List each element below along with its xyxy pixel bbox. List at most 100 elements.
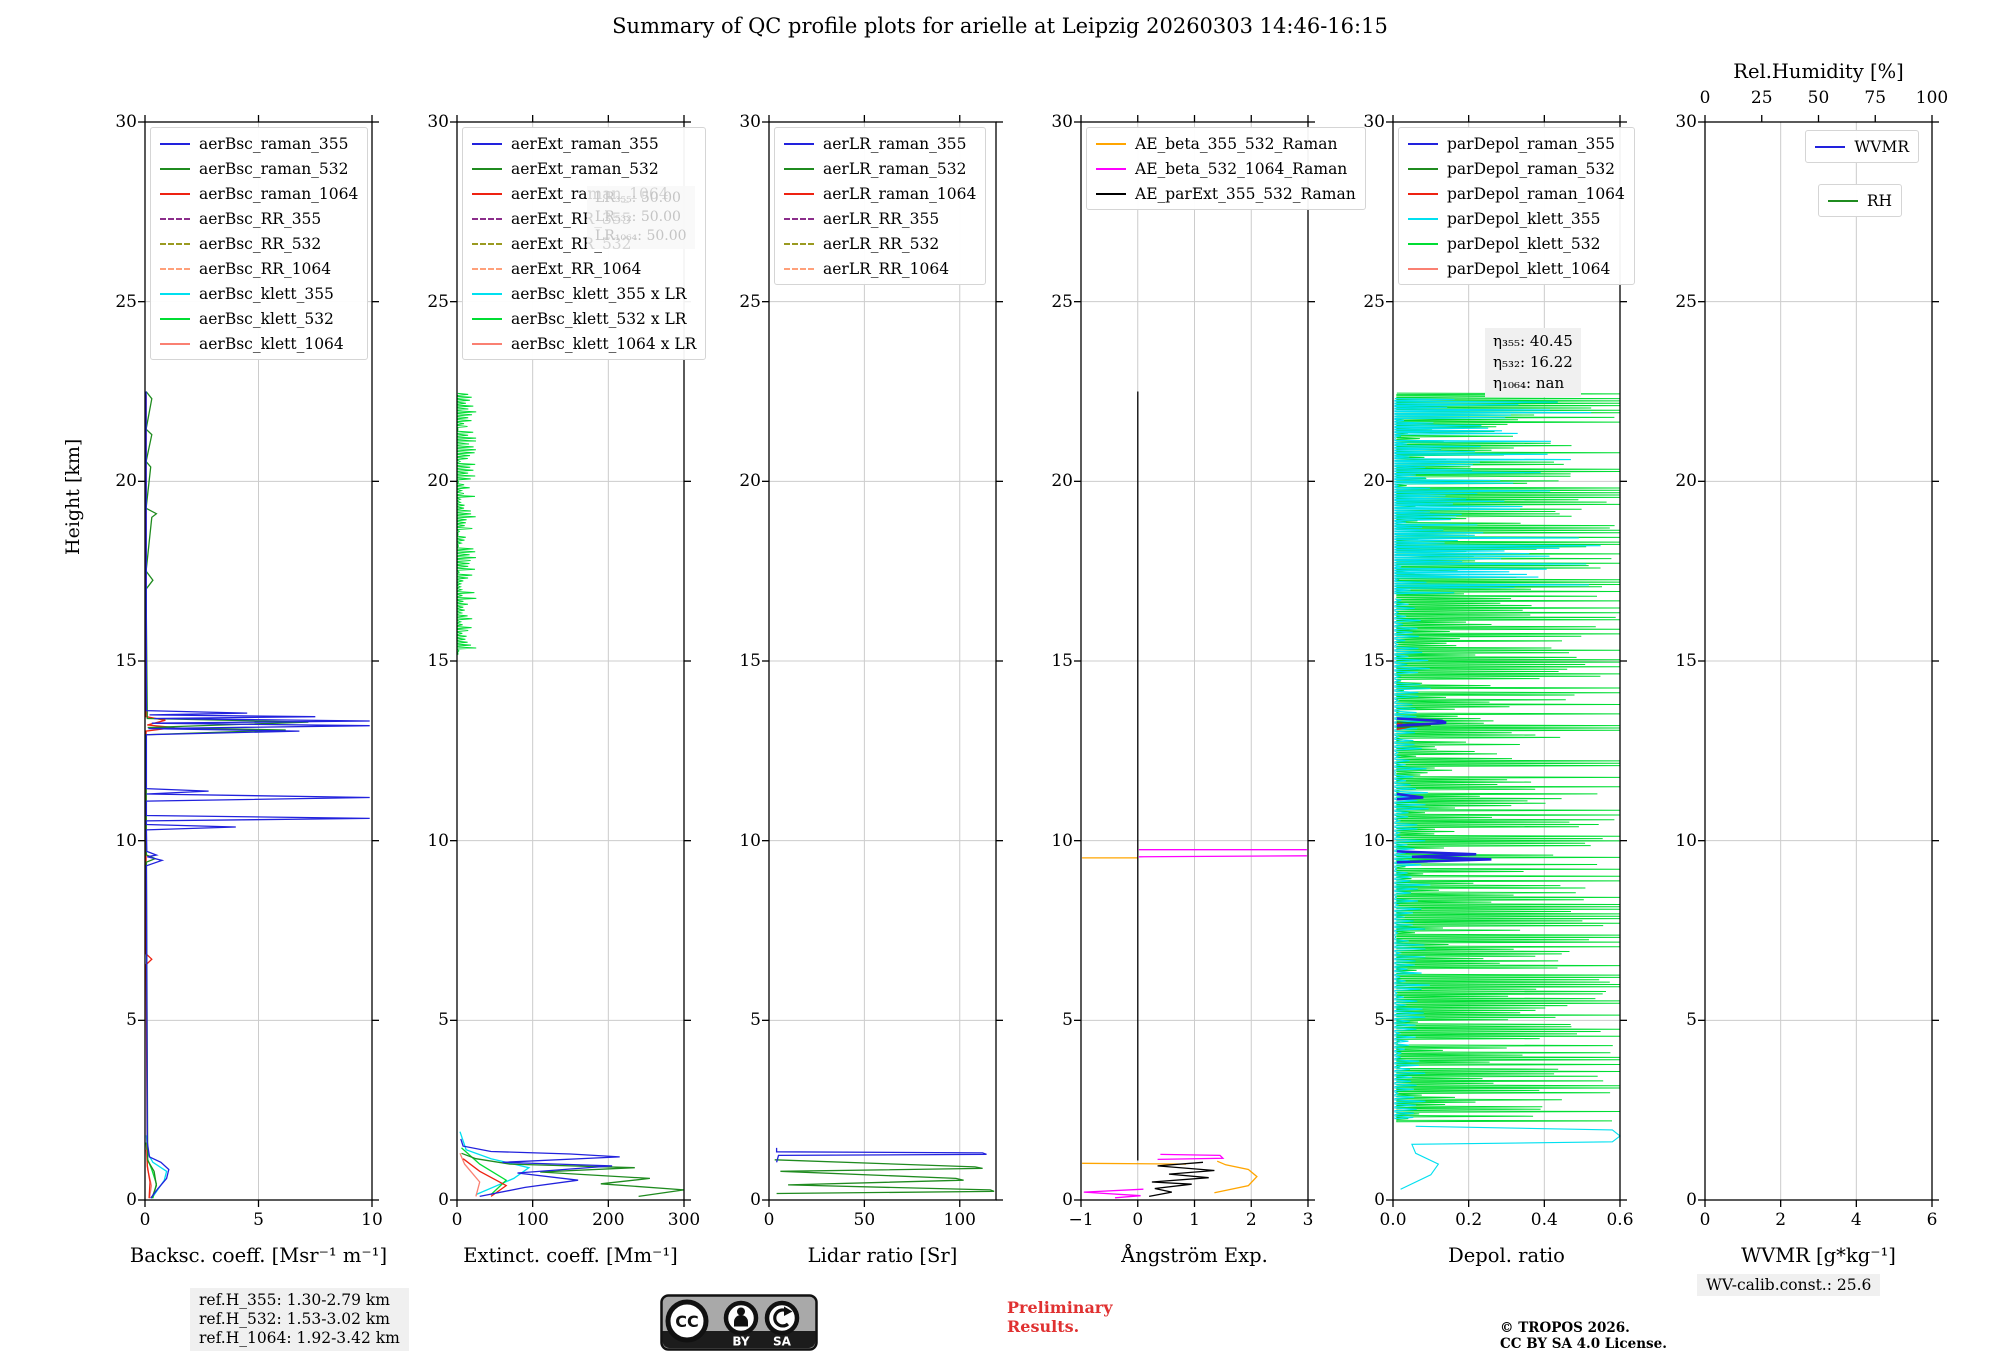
y-tick-label: 5: [1686, 1010, 1697, 1031]
legend-line-sample: [1096, 167, 1126, 170]
series-aerLR_raman_355: [775, 1147, 987, 1163]
legend-item: aerExt_raman_532: [472, 156, 696, 181]
preliminary-line1: Preliminary: [1007, 1298, 1113, 1317]
legend-label: parDepol_klett_532: [1447, 234, 1601, 253]
y-tick-label: 5: [438, 1010, 449, 1031]
x-axis-label: WVMR [g*kg⁻¹]: [1741, 1244, 1896, 1267]
legend-box: parDepol_raman_355 parDepol_raman_532 parD…: [1398, 127, 1635, 285]
ref-h-355: ref.H_355: 1.30-2.79 km: [199, 1291, 390, 1309]
legend-line-sample: [1408, 192, 1438, 195]
legend-label: parDepol_raman_355: [1447, 134, 1616, 153]
y-tick-label: 30: [115, 112, 137, 132]
y-tick-label: 30: [1051, 112, 1073, 132]
sa-text: SA: [773, 1335, 792, 1349]
top-tick-label: 50: [1807, 88, 1830, 108]
legend-label: aerLR_raman_355: [823, 134, 967, 153]
legend-item: aerBsc_klett_532 x LR: [472, 306, 696, 331]
legend-box: aerLR_raman_355 aerLR_raman_532 aerLR_rama…: [774, 127, 987, 285]
series-AE_beta_532_1064_Raman: [1138, 855, 1307, 858]
series-aerExt_raman_1064: [462, 1158, 508, 1197]
legend-line-sample: [784, 142, 814, 145]
legend-item: aerExt_raman_355: [472, 131, 696, 156]
annotation-line: LR₅₃₂: 50.00: [595, 209, 681, 225]
legend-label: aerLR_RR_355: [823, 209, 940, 228]
series-aerBsc_raman_355: [145, 391, 370, 1199]
x-tick-label: 0: [139, 1210, 151, 1230]
series-AE_beta_355_532_Raman: [1214, 1160, 1258, 1194]
legend-item: parDepol_klett_355: [1408, 206, 1625, 231]
legend-label: aerBsc_klett_1064: [199, 334, 344, 353]
x-tick-label: 1: [1189, 1210, 1200, 1230]
legend-line-sample: [1408, 267, 1438, 270]
series-parDepol_klett_355: [1394, 598, 1431, 1120]
cc-icon: [665, 1299, 709, 1343]
copyright-line2: CC BY SA 4.0 License.: [1500, 1336, 1667, 1352]
legend-label: aerBsc_raman_355: [199, 134, 349, 153]
annotation-line: η₁₀₆₄: nan: [1493, 374, 1565, 392]
legend-line-sample: [472, 142, 502, 145]
cc-by-sa-badge: CC BY SA: [660, 1294, 818, 1351]
plot-area-wvmr: [1698, 115, 1939, 1207]
legend-line-sample: [472, 342, 502, 345]
plot-annotation: LR₃₅₅: 50.00 LR₅₃₂: 50.00 LR₁₀₆₄: 50.00: [587, 186, 695, 249]
y-tick-label: 15: [1051, 651, 1073, 671]
y-tick-label: 5: [1062, 1010, 1073, 1031]
x-tick-label: 0.0: [1379, 1210, 1407, 1230]
y-tick-label: 10: [1051, 830, 1073, 851]
legend-label: aerBsc_klett_355 x LR: [511, 284, 687, 303]
legend-line-sample: [1096, 192, 1126, 195]
person-head: [737, 1307, 745, 1316]
y-tick-label: 20: [115, 471, 137, 492]
legend-label: aerBsc_klett_532 x LR: [511, 309, 687, 328]
series-aerLR_raman_532: [774, 1159, 995, 1195]
legend-line-sample: [1408, 217, 1438, 220]
top-tick-label: 25: [1750, 88, 1773, 108]
legend-item: aerBsc_klett_1064: [160, 331, 358, 356]
legend-item: aerExt_RR_1064: [472, 256, 696, 281]
x-axis-label: Ångström Exp.: [1121, 1244, 1268, 1267]
legend-label: aerExt_RR_1064: [511, 259, 642, 278]
series-AE_beta_532_1064_Raman: [1157, 1153, 1225, 1161]
legend-box: RH: [1817, 184, 1902, 217]
legend-label: aerBsc_RR_1064: [199, 259, 332, 278]
share-alike-icon: [764, 1300, 800, 1336]
y-tick-label: 0: [126, 1190, 137, 1210]
legend-label: parDepol_raman_1064: [1447, 184, 1625, 203]
x-tick-label: 0: [1132, 1210, 1144, 1230]
legend-label: AE_beta_355_532_Raman: [1135, 134, 1338, 153]
preliminary-line2: Results.: [1007, 1317, 1080, 1336]
legend-line-sample: [472, 192, 502, 195]
y-tick-label: 5: [126, 1010, 137, 1031]
series-parDepol_raman_355: [1396, 850, 1492, 864]
share-alike-arrowhead: [784, 1306, 793, 1316]
y-tick-label: 5: [750, 1010, 761, 1031]
legend-item: parDepol_raman_532: [1408, 156, 1625, 181]
x-tick-label: 0.4: [1530, 1210, 1558, 1230]
y-tick-label: 30: [427, 112, 449, 132]
y-tick-label: 0: [750, 1190, 761, 1210]
person-body: [734, 1315, 748, 1327]
x-axis-label: Depol. ratio: [1448, 1244, 1565, 1267]
ref-h-1064: ref.H_1064: 1.92-3.42 km: [199, 1329, 400, 1347]
plot-area-angstrom: [1074, 115, 1315, 1207]
x-axis-label: Backsc. coeff. [Msr⁻¹ m⁻¹]: [129, 1244, 388, 1267]
legend-label: WVMR: [1854, 137, 1909, 156]
legend-line-sample: [472, 292, 502, 295]
legend-item: parDepol_klett_1064: [1408, 256, 1625, 281]
y-tick-label: 0: [1686, 1190, 1697, 1210]
legend-line-sample: [1827, 199, 1858, 202]
figure-title: Summary of QC profile plots for arielle …: [612, 14, 1388, 38]
x-tick-label: 6: [1926, 1210, 1938, 1230]
legend-label: aerBsc_klett_532: [199, 309, 334, 328]
top-axis-label: Rel.Humidity [%]: [1733, 60, 1904, 83]
annotation-line: LR₁₀₆₄: 50.00: [595, 228, 687, 244]
x-tick-label: 0: [1699, 1210, 1711, 1230]
legend-label: parDepol_klett_355: [1447, 209, 1601, 228]
legend-box: aerBsc_raman_355 aerBsc_raman_532 aerBsc_r…: [150, 127, 369, 360]
legend-line-sample: [472, 317, 502, 320]
legend-line-sample: [1096, 142, 1126, 145]
legend-label: aerExt_raman_532: [511, 159, 659, 178]
annotation-line: LR₃₅₅: 50.00: [595, 190, 681, 206]
legend-label: aerBsc_RR_532: [199, 234, 322, 253]
